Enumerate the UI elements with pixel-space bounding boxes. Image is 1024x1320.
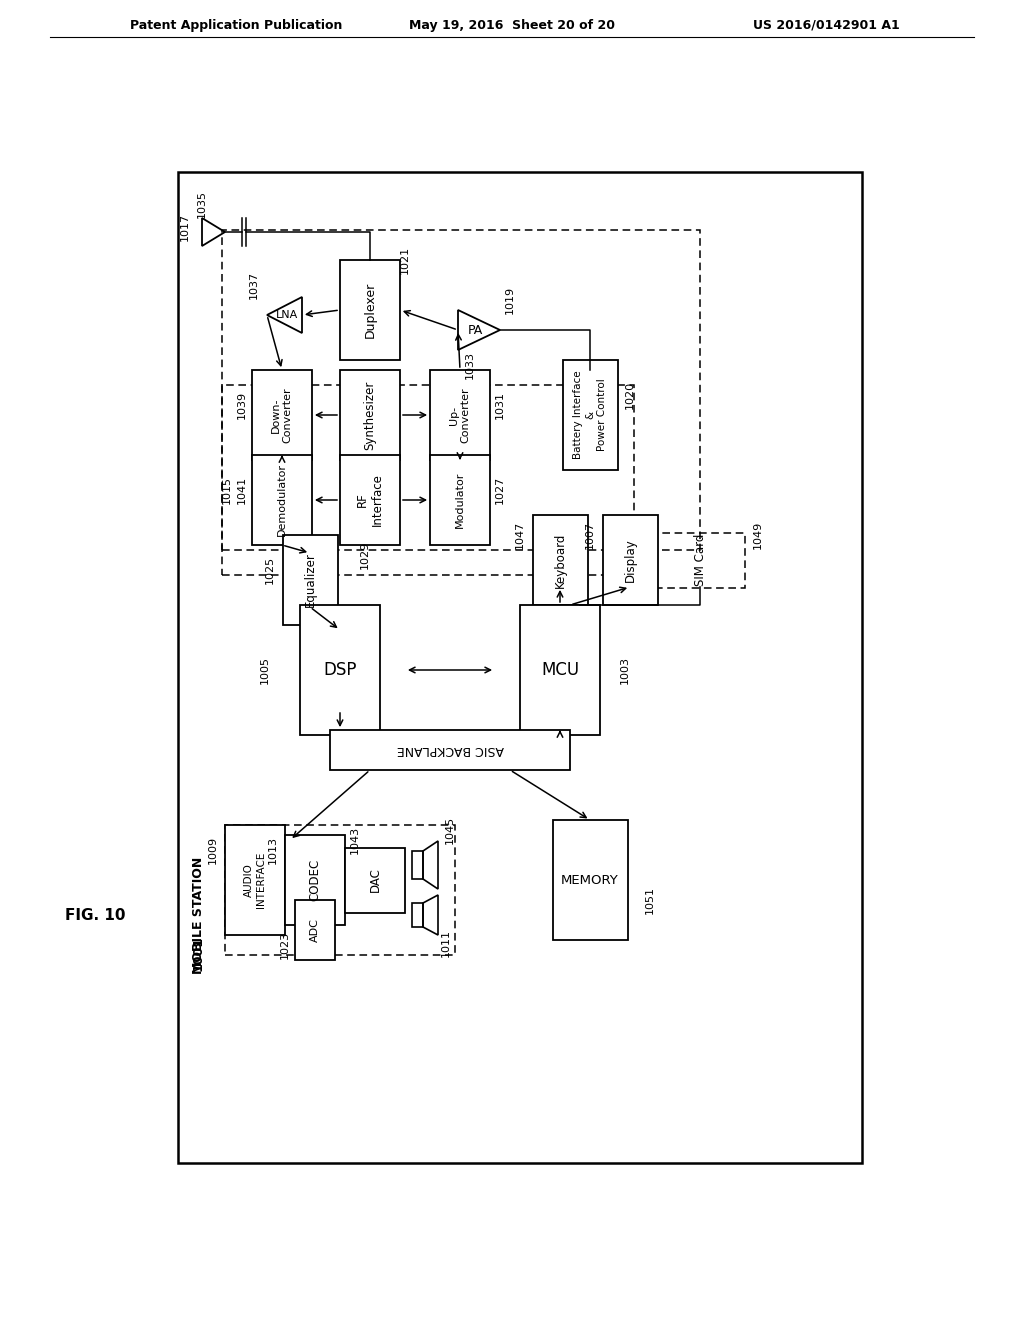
Text: 1029: 1029 (360, 541, 370, 569)
Bar (520, 605, 600, 735)
Text: 1035: 1035 (197, 190, 207, 218)
Text: Down-
Converter: Down- Converter (271, 387, 293, 442)
Text: 1003: 1003 (620, 656, 630, 684)
Text: 1033: 1033 (465, 351, 475, 379)
Text: 1023: 1023 (280, 931, 290, 960)
Text: May 19, 2016  Sheet 20 of 20: May 19, 2016 Sheet 20 of 20 (409, 18, 615, 32)
Text: 1009: 1009 (208, 836, 218, 865)
Text: Equalizer: Equalizer (303, 553, 316, 607)
Text: CODEC: CODEC (308, 859, 322, 902)
Bar (300, 605, 380, 735)
Text: ADC: ADC (310, 919, 319, 942)
Text: 1017: 1017 (180, 213, 190, 242)
Text: 1025: 1025 (265, 556, 275, 583)
Text: Up-
Converter: Up- Converter (450, 387, 471, 442)
Text: 1049: 1049 (753, 521, 763, 549)
Bar (225, 825, 455, 954)
Text: 1005: 1005 (260, 656, 270, 684)
Text: MEMORY: MEMORY (561, 874, 618, 887)
Bar (430, 370, 490, 459)
Bar (340, 260, 400, 360)
Text: 1027: 1027 (495, 477, 505, 504)
Text: 1019: 1019 (505, 286, 515, 314)
Bar (330, 730, 570, 770)
Text: 1007: 1007 (585, 521, 595, 549)
Text: RF
Interface: RF Interface (356, 474, 384, 527)
Text: DSP: DSP (324, 661, 356, 678)
Text: FIG. 10: FIG. 10 (65, 908, 125, 923)
Text: 1037: 1037 (249, 271, 259, 300)
Text: Modulator: Modulator (455, 471, 465, 528)
Text: Keyboard: Keyboard (554, 532, 566, 587)
Text: 1015: 1015 (222, 477, 232, 504)
Text: 1021: 1021 (400, 246, 410, 275)
Bar (222, 385, 634, 576)
Text: Demodulator: Demodulator (278, 463, 287, 536)
Text: Display: Display (624, 539, 637, 582)
Text: Battery Interface
&
Power Control: Battery Interface & Power Control (573, 371, 606, 459)
Bar (340, 455, 400, 545)
Text: 1043: 1043 (350, 826, 360, 854)
Bar (430, 455, 490, 545)
Bar (252, 455, 312, 545)
Bar (222, 230, 700, 550)
Text: 1047: 1047 (515, 521, 525, 549)
Bar (562, 360, 617, 470)
Bar (178, 172, 862, 1163)
Bar (602, 515, 657, 605)
Text: MCU: MCU (541, 661, 579, 678)
Text: SIM Card: SIM Card (693, 533, 707, 586)
Text: DAC: DAC (369, 867, 382, 892)
Text: MOBILE STATION: MOBILE STATION (191, 857, 205, 974)
Text: 1051: 1051 (645, 886, 655, 913)
Bar (225, 825, 285, 935)
Bar (252, 370, 312, 459)
Bar (655, 532, 745, 587)
Bar (285, 836, 345, 925)
Text: 1020: 1020 (625, 381, 635, 409)
Text: 1045: 1045 (445, 816, 455, 843)
Bar (283, 535, 338, 624)
Bar (295, 900, 335, 960)
Text: 1001: 1001 (191, 936, 205, 970)
Text: 1041: 1041 (237, 477, 247, 504)
Text: US 2016/0142901 A1: US 2016/0142901 A1 (754, 18, 900, 32)
Bar (553, 820, 628, 940)
Text: ASIC BACKPLANE: ASIC BACKPLANE (396, 743, 504, 756)
Text: Duplexer: Duplexer (364, 282, 377, 338)
Text: AUDIO
INTERFACE: AUDIO INTERFACE (244, 851, 266, 908)
Bar (532, 515, 588, 605)
Bar (340, 370, 400, 459)
Text: Patent Application Publication: Patent Application Publication (130, 18, 342, 32)
Text: 1011: 1011 (441, 929, 451, 957)
Bar (345, 847, 406, 912)
Text: 1013: 1013 (268, 836, 278, 865)
Text: 1039: 1039 (237, 391, 247, 418)
Text: 1031: 1031 (495, 391, 505, 418)
Text: Synthesizer: Synthesizer (364, 380, 377, 450)
Text: PA: PA (467, 323, 482, 337)
Text: LNA: LNA (275, 310, 298, 319)
